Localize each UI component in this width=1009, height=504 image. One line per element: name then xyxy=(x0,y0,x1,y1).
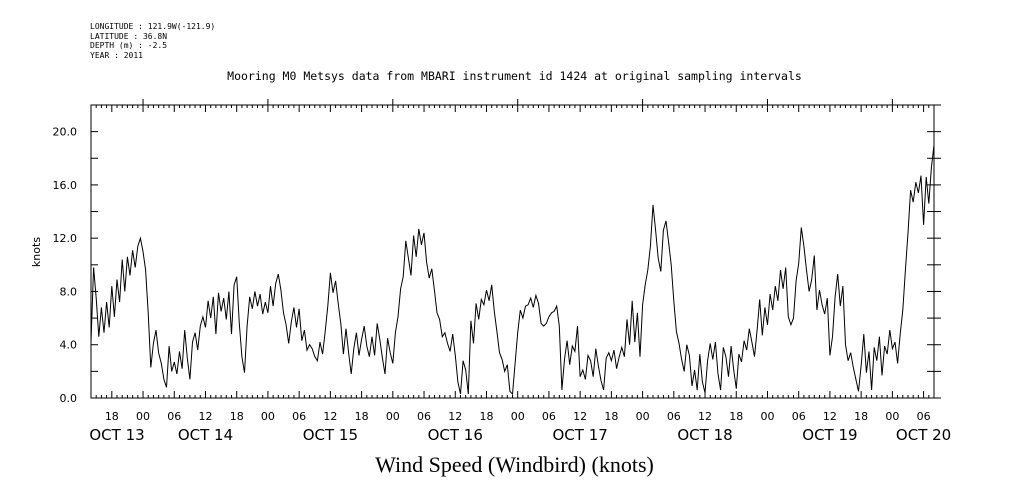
x-hour-tick-label: 06 xyxy=(667,410,681,423)
x-axis-label: Wind Speed (Windbird) (knots) xyxy=(375,452,654,477)
x-hour-tick-label: 18 xyxy=(479,410,493,423)
x-hour-tick-label: 06 xyxy=(542,410,556,423)
wind-speed-series-line xyxy=(90,144,935,396)
x-hour-tick-label: 18 xyxy=(604,410,618,423)
x-hour-tick-label: 12 xyxy=(823,410,837,423)
x-day-label: OCT 17 xyxy=(552,426,607,444)
x-hour-tick-label: 12 xyxy=(573,410,587,423)
x-hour-tick-label: 00 xyxy=(636,410,650,423)
x-hour-tick-label: 18 xyxy=(355,410,369,423)
y-tick-label: 16.0 xyxy=(53,179,78,192)
x-hour-tick-label: 06 xyxy=(792,410,806,423)
x-hour-tick-label: 00 xyxy=(136,410,150,423)
depth-text: DEPTH (m) : -2.5 xyxy=(90,41,168,50)
y-tick-label: 8.0 xyxy=(60,285,78,298)
x-day-label: OCT 16 xyxy=(428,426,483,444)
x-hour-tick-label: 00 xyxy=(261,410,275,423)
x-day-label: OCT 20 xyxy=(896,426,951,444)
x-hour-tick-label: 18 xyxy=(729,410,743,423)
axis-ticks xyxy=(90,99,941,399)
year-text: YEAR : 2011 xyxy=(90,50,143,60)
x-day-label: OCT 19 xyxy=(802,426,857,444)
x-day-label: OCT 13 xyxy=(89,426,144,444)
x-hour-tick-label: 18 xyxy=(854,410,868,423)
latitude-text: LATITUDE : 36.8N xyxy=(90,31,168,41)
x-hour-tick-label: 00 xyxy=(885,410,899,423)
y-axis-label: knots xyxy=(30,237,43,267)
x-hour-tick-label: 06 xyxy=(167,410,181,423)
x-hour-tick-label: 00 xyxy=(760,410,774,423)
x-hour-tick-label: 18 xyxy=(105,410,119,423)
x-hour-tick-label: 06 xyxy=(417,410,431,423)
chart-title: Mooring M0 Metsys data from MBARI instru… xyxy=(227,69,802,83)
x-hour-tick-label: 12 xyxy=(198,410,212,423)
y-tick-label: 20.0 xyxy=(53,126,78,139)
x-hour-tick-label: 12 xyxy=(698,410,712,423)
metadata-block: LONGITUDE : 121.9W(-121.9) LATITUDE : 36… xyxy=(90,22,215,60)
y-tick-label: 12.0 xyxy=(53,232,78,245)
x-hour-tick-label: 00 xyxy=(511,410,525,423)
y-tick-label: 4.0 xyxy=(60,339,78,352)
x-hour-tick-label: 06 xyxy=(292,410,306,423)
x-hour-tick-label: 06 xyxy=(917,410,931,423)
y-tick-label: 0.0 xyxy=(60,392,78,405)
longitude-text: LONGITUDE : 121.9W(-121.9) xyxy=(90,22,216,31)
x-hour-tick-label: 12 xyxy=(448,410,462,423)
x-day-label: OCT 15 xyxy=(303,426,358,444)
x-hour-tick-label: 12 xyxy=(323,410,337,423)
x-hour-tick-label: 00 xyxy=(386,410,400,423)
x-day-label: OCT 18 xyxy=(677,426,732,444)
x-day-label: OCT 14 xyxy=(178,426,233,444)
x-hour-tick-label: 18 xyxy=(230,410,244,423)
plot-frame xyxy=(90,104,935,399)
axis-labels: 0.0 4.0 8.0 12.0 16.0 20.0 18 00 06 12 18 00 06 12 18 0… xyxy=(53,126,952,444)
